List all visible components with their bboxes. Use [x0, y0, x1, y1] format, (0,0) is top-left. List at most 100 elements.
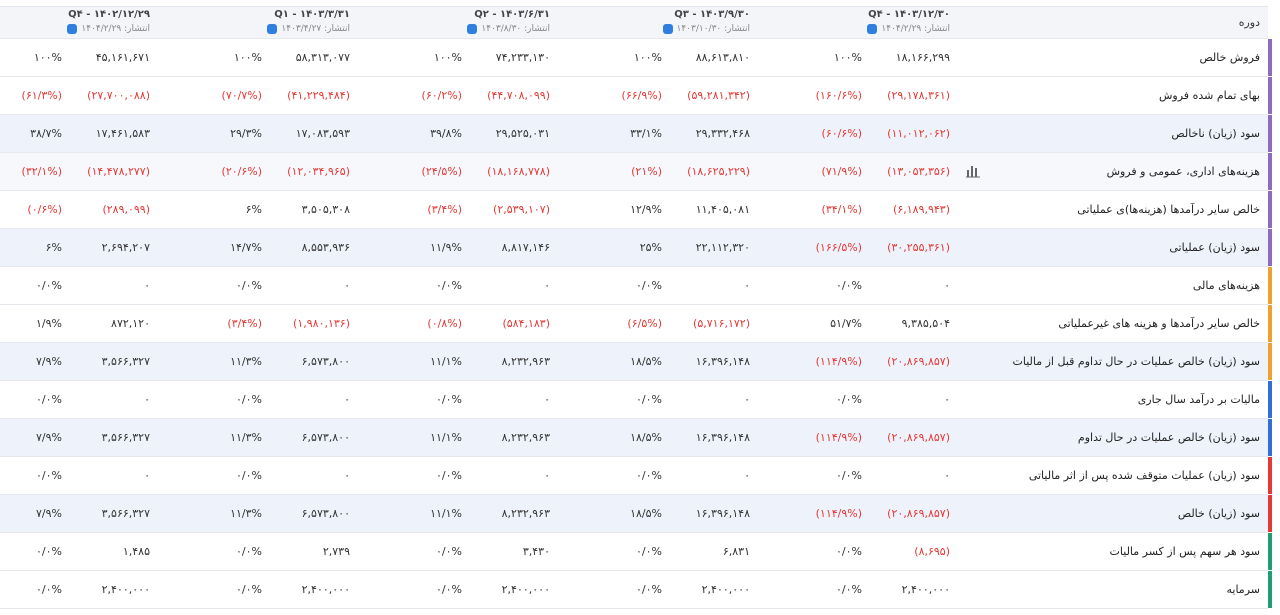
cell-value: ۷۴,۲۳۳,۱۳۰	[495, 51, 550, 64]
cell-value: (۱۸,۱۶۸,۷۷۸)	[487, 165, 550, 178]
cell-percent: ۱۰۰%	[633, 51, 662, 64]
cell-percent: (۳۲/۱%)	[21, 165, 62, 178]
cell-value: ۰	[744, 393, 750, 406]
cell-percent: ۱۱/۱%	[430, 355, 462, 368]
cell-value: ۱۶,۳۹۶,۱۴۸	[695, 355, 750, 368]
period-published: انتشار: ۱۴۰۴/۲/۲۹	[867, 24, 950, 34]
row-label: خالص سایر درآمدها (هزینه‌ها)ی عملیاتی	[1077, 203, 1260, 216]
cell-value: ۱۷,۴۶۱,۵۸۳	[95, 127, 150, 140]
cell-percent: ۰/۰%	[836, 583, 862, 596]
cell-value: (۲,۵۳۹,۱۰۷)	[493, 203, 550, 216]
row-strip	[1268, 571, 1272, 608]
table-row: سود (زیان) خالص (۲۰,۸۶۹,۸۵۷) (۱۱۴/۹%) ۱۶,۳۹…	[0, 495, 1272, 533]
period-title: Q۴ - ۱۴۰۲/۱۲/۲۹	[68, 9, 150, 20]
cell-percent: (۳۴/۱%)	[821, 203, 862, 216]
cell-value: ۸,۲۳۲,۹۶۳	[501, 507, 550, 520]
table-row: خالص سایر درآمدها و هزینه های غیرعملیاتی…	[0, 305, 1272, 343]
row-strip	[1268, 115, 1272, 152]
cell-percent: (۲۴/۵%)	[421, 165, 462, 178]
cell-value: (۶,۱۸۹,۹۴۳)	[893, 203, 950, 216]
table-row: سود (زیان) عملیاتی (۳۰,۲۵۵,۳۶۱) (۱۶۶/۵%) ۲۲…	[0, 229, 1272, 267]
cell-value: (۲۷,۷۰۰,۰۸۸)	[87, 89, 150, 102]
cell-percent: ۰/۰%	[836, 469, 862, 482]
cell-percent: ۰/۰%	[36, 583, 62, 596]
cell-value: ۸,۲۳۲,۹۶۳	[501, 431, 550, 444]
cell-percent: ۳۹/۸%	[430, 127, 462, 140]
published-text: انتشار: ۱۴۰۳/۴/۲۷	[281, 24, 350, 34]
table-row: بهای تمام شده فروش (۲۹,۱۷۸,۳۶۱) (۱۶۰/۶%) (۵…	[0, 77, 1272, 115]
cell-value: ۸,۵۵۳,۹۳۶	[301, 241, 350, 254]
cell-value: (۱۱,۰۱۲,۰۶۲)	[887, 127, 950, 140]
cell-value: ۸۸,۶۱۳,۸۱۰	[695, 51, 750, 64]
cell-value: (۲۹,۱۷۸,۳۶۱)	[887, 89, 950, 102]
header-row: دوره Q۴ - ۱۴۰۳/۱۲/۳۰ انتشار: ۱۴۰۴/۲/۲۹ Q۳ …	[0, 7, 1268, 39]
row-label: هزینه‌های اداری، عمومی و فروش	[1106, 165, 1260, 178]
table-row: هزینه‌های مالی ۰ ۰/۰% ۰ ۰/۰% ۰ ۰/۰% ۰ ۰/۰% ۰ ۰/۰%	[0, 267, 1272, 305]
row-label: سرمایه	[1226, 583, 1261, 596]
period-published: انتشار: ۱۴۰۳/۴/۲۷	[267, 24, 350, 34]
row-label: مالیات بر درآمد سال جاری	[1137, 393, 1260, 406]
cell-value: ۲,۷۳۹	[322, 545, 350, 558]
cell-value: ۳,۵۶۶,۳۲۷	[101, 431, 150, 444]
cell-value: ۶,۵۷۳,۸۰۰	[301, 355, 350, 368]
table-row: سود (زیان) خالص عملیات در حال تداوم قبل …	[0, 343, 1272, 381]
cell-percent: (۶۰/۲%)	[421, 89, 462, 102]
published-text: انتشار: ۱۴۰۴/۲/۲۹	[81, 24, 150, 34]
cell-percent: ۵۱/۷%	[830, 317, 862, 330]
cell-percent: (۱۶۰/۶%)	[815, 89, 862, 102]
cell-value: ۶,۵۷۳,۸۰۰	[301, 431, 350, 444]
cell-percent: (۶۶/۹%)	[621, 89, 662, 102]
period-title: Q۳ - ۱۴۰۳/۹/۳۰	[674, 9, 750, 20]
period-title: Q۲ - ۱۴۰۳/۶/۳۱	[474, 9, 550, 20]
cell-value: ۰	[344, 393, 350, 406]
table-row: هزینه‌های اداری، عمومی و فروش (۱۳,۰۵۳,۳۵۶…	[0, 153, 1272, 191]
period-published: انتشار: ۱۴۰۴/۲/۲۹	[67, 24, 150, 34]
row-strip	[1268, 267, 1272, 304]
calendar-icon	[867, 24, 878, 34]
table-row: سود (زیان) ناخالص (۱۱,۰۱۲,۰۶۲) (۶۰/۶%) ۲۹,۳…	[0, 115, 1272, 153]
period-published: انتشار: ۱۴۰۳/۸/۳۰	[467, 24, 550, 34]
row-strip	[1268, 343, 1272, 380]
cell-value: ۰	[744, 279, 750, 292]
row-strip	[1268, 229, 1272, 266]
row-strip	[1268, 457, 1272, 494]
cell-percent: ۳۸/۷%	[30, 127, 62, 140]
cell-value: (۳۰,۲۵۵,۳۶۱)	[887, 241, 950, 254]
cell-value: ۵۸,۳۱۳,۰۷۷	[295, 51, 350, 64]
cell-value: ۸۷۲,۱۲۰	[111, 317, 150, 330]
cell-percent: ۰/۰%	[436, 583, 462, 596]
cell-value: ۳,۴۳۰	[522, 545, 550, 558]
cell-value: ۲,۴۰۰,۰۰۰	[501, 583, 550, 596]
cell-percent: ۰/۰%	[436, 545, 462, 558]
cell-percent: ۰/۰%	[636, 393, 662, 406]
cell-percent: ۱۰۰%	[233, 51, 262, 64]
row-strip	[1268, 495, 1272, 532]
cell-percent: ۷/۹%	[36, 431, 62, 444]
calendar-icon	[467, 24, 478, 34]
cell-percent: ۰/۰%	[36, 279, 62, 292]
row-label: سود (زیان) خالص عملیات در حال تداوم قبل …	[1012, 355, 1261, 368]
row-label: سود هر سهم پس از کسر مالیات	[1109, 545, 1260, 558]
cell-percent: ۱۴/۷%	[230, 241, 262, 254]
cell-percent: ۰/۰%	[236, 583, 262, 596]
cell-value: ۰	[944, 279, 950, 292]
cell-value: ۱۱,۴۰۵,۰۸۱	[695, 203, 750, 216]
row-label: هزینه‌های مالی	[1192, 279, 1260, 292]
cell-value: ۲۲,۱۱۲,۳۲۰	[695, 241, 750, 254]
cell-value: ۰	[344, 279, 350, 292]
cell-percent: ۱۱/۱%	[430, 431, 462, 444]
cell-percent: ۰/۰%	[436, 279, 462, 292]
row-label: سود (زیان) ناخالص	[1171, 127, 1260, 140]
financial-table: دوره Q۴ - ۱۴۰۳/۱۲/۳۰ انتشار: ۱۴۰۴/۲/۲۹ Q۳ …	[0, 6, 1272, 615]
cell-percent: ۰/۰%	[236, 545, 262, 558]
cell-percent: (۲۱%)	[631, 165, 662, 178]
cell-percent: (۶۰/۶%)	[821, 127, 862, 140]
cell-value: (۸,۶۹۵)	[914, 545, 950, 558]
cell-percent: ۱۸/۵%	[630, 355, 662, 368]
cell-value: ۱,۴۸۵	[122, 545, 150, 558]
row-label: فروش خالص	[1199, 51, 1260, 64]
chart-icon[interactable]	[966, 164, 982, 178]
cell-value: (۱,۹۸۰,۱۳۶)	[293, 317, 350, 330]
cell-value: (۵۸۴,۱۸۳)	[502, 317, 550, 330]
calendar-icon	[67, 24, 78, 34]
